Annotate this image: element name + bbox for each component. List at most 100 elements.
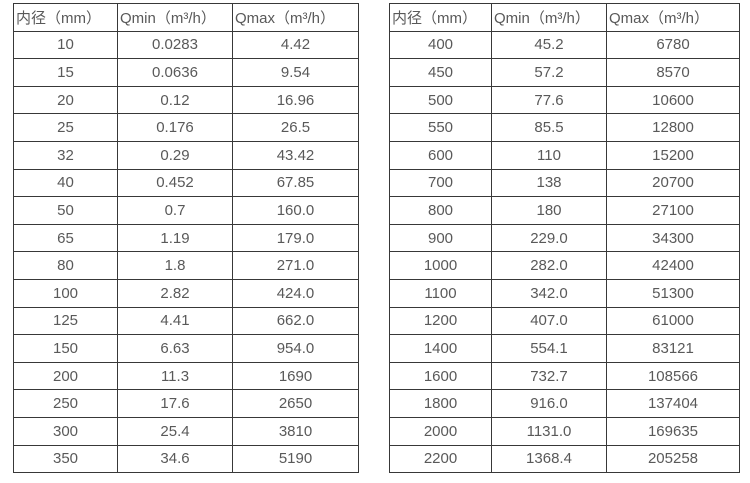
table-cell: 5190 (232, 444, 359, 474)
table-cell: 900 (389, 223, 492, 253)
table-cell: 1400 (389, 334, 492, 363)
table-cell: 1690 (232, 361, 359, 391)
table-cell: 15200 (606, 140, 740, 170)
table-cell: 20700 (606, 168, 740, 198)
table-row: 1100 342.0 51300 (389, 278, 740, 308)
table-row: 150 6.63 954.0 (13, 334, 359, 363)
table-cell: 51300 (606, 278, 740, 308)
table-cell: 0.29 (117, 140, 233, 170)
table-cell: 169635 (606, 416, 740, 446)
table-cell: 6780 (606, 30, 740, 60)
table-cell: 11.3 (117, 361, 233, 391)
table-cell: 0.0636 (117, 58, 233, 87)
table-cell: 43.42 (232, 140, 359, 170)
table-cell: 0.176 (117, 113, 233, 142)
table-cell: 1131.0 (491, 416, 607, 446)
table-cell: 6.63 (117, 334, 233, 363)
table-cell: 700 (389, 168, 492, 198)
table-cell: 1800 (389, 389, 492, 418)
table-cell: 424.0 (232, 278, 359, 308)
table-cell: 138 (491, 168, 607, 198)
table-row: 1400 554.1 83121 (389, 334, 740, 363)
table-cell: 160.0 (232, 196, 359, 225)
table-cell: 34300 (606, 223, 740, 253)
table-cell: 61000 (606, 306, 740, 336)
table-cell: 150 (13, 334, 118, 363)
table-row: 65 1.19 179.0 (13, 223, 359, 253)
table-row: 15 0.0636 9.54 (13, 58, 359, 87)
table-cell: 205258 (606, 444, 740, 474)
table-cell: 15 (13, 58, 118, 87)
table-row: 25 0.176 26.5 (13, 113, 359, 142)
table-cell: 342.0 (491, 278, 607, 308)
table-cell: 4.42 (232, 30, 359, 60)
table-row: 100 2.82 424.0 (13, 278, 359, 308)
table-cell: 137404 (606, 389, 740, 418)
table-cell: 0.452 (117, 168, 233, 198)
table-cell: 282.0 (491, 251, 607, 280)
table-cell: 2.82 (117, 278, 233, 308)
table-cell: 350 (13, 444, 118, 474)
table-cell: 2000 (389, 416, 492, 446)
header-qmax: Qmax（m³/h） (606, 3, 740, 32)
table-cell: 200 (13, 361, 118, 391)
table-cell: 229.0 (491, 223, 607, 253)
table-cell: 108566 (606, 361, 740, 391)
table-cell: 10 (13, 30, 118, 60)
table-cell: 125 (13, 306, 118, 336)
table-cell: 0.12 (117, 85, 233, 115)
table-cell: 180 (491, 196, 607, 225)
table-cell: 42400 (606, 251, 740, 280)
table-cell: 2650 (232, 389, 359, 418)
table-cell: 34.6 (117, 444, 233, 474)
table-cell: 20 (13, 85, 118, 115)
table-cell: 100 (13, 278, 118, 308)
table-cell: 732.7 (491, 361, 607, 391)
table-cell: 2200 (389, 444, 492, 474)
header-qmax: Qmax（m³/h） (232, 3, 359, 32)
table-row: 250 17.6 2650 (13, 389, 359, 418)
table-row: 400 45.2 6780 (389, 30, 740, 60)
table-cell: 4.41 (117, 306, 233, 336)
flow-rate-table-small-diameters: 内径（mm） Qmin（m³/h） Qmax（m³/h） 10 0.0283 4.4… (13, 3, 359, 474)
table-cell: 16.96 (232, 85, 359, 115)
table-cell: 500 (389, 85, 492, 115)
table-row: 20 0.12 16.96 (13, 85, 359, 115)
table-row: 1800 916.0 137404 (389, 389, 740, 418)
table-cell: 400 (389, 30, 492, 60)
table-cell: 250 (13, 389, 118, 418)
header-inner-diameter: 内径（mm） (13, 3, 118, 32)
header-qmin: Qmin（m³/h） (491, 3, 607, 32)
table-row: 125 4.41 662.0 (13, 306, 359, 336)
table-cell: 1200 (389, 306, 492, 336)
table-row: 10 0.0283 4.42 (13, 30, 359, 60)
table-cell: 57.2 (491, 58, 607, 87)
table-cell: 300 (13, 416, 118, 446)
table-row: 700 138 20700 (389, 168, 740, 198)
table-row: 1000 282.0 42400 (389, 251, 740, 280)
table-cell: 1.19 (117, 223, 233, 253)
header-inner-diameter: 内径（mm） (389, 3, 492, 32)
table-cell: 67.85 (232, 168, 359, 198)
table-cell: 85.5 (491, 113, 607, 142)
table-row: 32 0.29 43.42 (13, 140, 359, 170)
table-row: 50 0.7 160.0 (13, 196, 359, 225)
table-cell: 1000 (389, 251, 492, 280)
table-cell: 3810 (232, 416, 359, 446)
table-cell: 9.54 (232, 58, 359, 87)
table-header-row: 内径（mm） Qmin（m³/h） Qmax（m³/h） (13, 3, 359, 32)
table-cell: 10600 (606, 85, 740, 115)
table-cell: 45.2 (491, 30, 607, 60)
table-cell: 600 (389, 140, 492, 170)
table-header-row: 内径（mm） Qmin（m³/h） Qmax（m³/h） (389, 3, 740, 32)
table-cell: 916.0 (491, 389, 607, 418)
table-cell: 1.8 (117, 251, 233, 280)
table-cell: 1368.4 (491, 444, 607, 474)
table-cell: 0.0283 (117, 30, 233, 60)
table-row: 200 11.3 1690 (13, 361, 359, 391)
table-cell: 50 (13, 196, 118, 225)
table-cell: 554.1 (491, 334, 607, 363)
table-cell: 40 (13, 168, 118, 198)
table-row: 600 110 15200 (389, 140, 740, 170)
table-cell: 77.6 (491, 85, 607, 115)
